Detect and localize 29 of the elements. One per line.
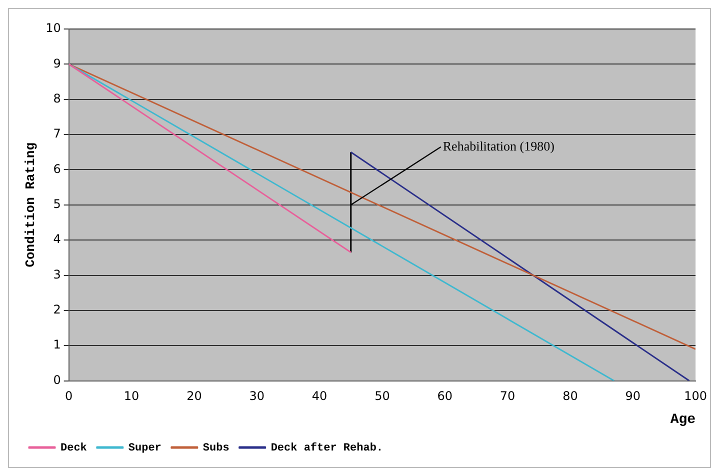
- y-tick-label: 2: [53, 302, 61, 317]
- x-tick-label: 50: [374, 389, 390, 404]
- y-tick-label: 4: [53, 232, 61, 246]
- x-tick-label: 0: [65, 389, 73, 404]
- x-tick-label: 20: [186, 389, 202, 404]
- x-tick-label: 80: [562, 389, 578, 404]
- x-tick-label: 100: [684, 389, 707, 404]
- x-tick-label: 30: [249, 389, 265, 404]
- x-tick-label: 70: [500, 389, 516, 404]
- y-tick-label: 8: [53, 91, 61, 106]
- legend-label: Deck after Rehab.: [270, 441, 384, 454]
- y-tick-label: 1: [53, 338, 61, 352]
- x-axis-title: Age: [670, 412, 696, 428]
- y-tick-label: 10: [46, 21, 61, 36]
- legend-label: Super: [128, 442, 162, 454]
- legend-label: Subs: [202, 442, 230, 454]
- y-tick-label: 7: [53, 126, 61, 141]
- annotation: Rehabilitation (1980): [442, 138, 554, 154]
- y-tick-label: 6: [53, 162, 61, 176]
- x-tick-label: 10: [124, 389, 140, 404]
- y-tick-label: 5: [53, 197, 61, 212]
- y-tick-label: 0: [53, 372, 61, 387]
- x-tick-label: 60: [437, 389, 453, 404]
- y-tick-label: 9: [53, 56, 61, 70]
- legend-label: Deck: [60, 442, 88, 454]
- y-axis-title: Condition Rating: [23, 142, 38, 268]
- y-tick-label: 3: [53, 267, 61, 282]
- x-tick-label: 90: [625, 389, 641, 404]
- x-tick-label: 40: [312, 389, 328, 404]
